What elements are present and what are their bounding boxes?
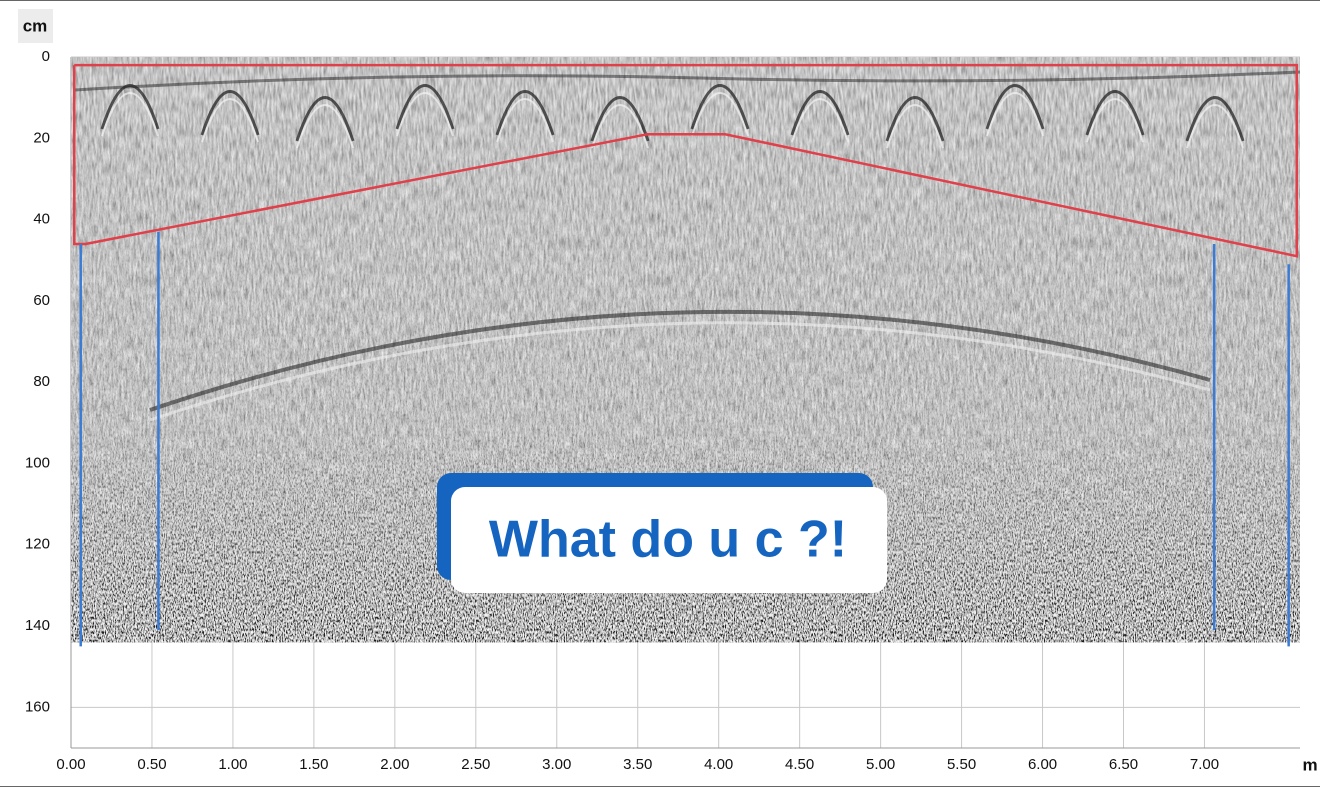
reflection — [101, 92, 159, 137]
reflection — [396, 92, 454, 137]
y-tick-label: 120 — [25, 536, 50, 553]
x-tick-label: 3.50 — [623, 756, 652, 773]
y-tick-label: 0 — [42, 48, 50, 65]
x-tick-label: 1.00 — [218, 756, 247, 773]
x-tick-label: 2.50 — [461, 756, 490, 773]
x-tick-label: 6.50 — [1109, 756, 1138, 773]
x-tick-label: 5.50 — [947, 756, 976, 773]
y-tick-label: 160 — [25, 698, 50, 715]
reflection — [1185, 96, 1245, 142]
x-axis-label: m — [1302, 755, 1317, 774]
callout-text: What do u c ?! — [489, 511, 847, 569]
reflection — [886, 104, 944, 149]
x-tick-label: 7.00 — [1190, 756, 1219, 773]
y-tick-label: 20 — [33, 129, 50, 146]
annotations — [72, 63, 1299, 647]
reflection — [201, 98, 259, 143]
reflection — [885, 96, 945, 142]
x-tick-label: 0.00 — [56, 756, 85, 773]
reflection — [590, 96, 650, 142]
x-tick-label: 1.50 — [299, 756, 328, 773]
reflection — [495, 90, 555, 136]
reflection — [985, 84, 1045, 130]
callout-box — [451, 487, 887, 593]
x-tick-label: 3.00 — [542, 756, 571, 773]
reflection — [496, 98, 554, 143]
y-tick-label: 40 — [33, 211, 50, 228]
outline — [72, 63, 1299, 258]
y-tick-label: 100 — [25, 454, 50, 471]
y-tick-label: 140 — [25, 617, 50, 634]
reflection — [591, 104, 649, 149]
reflection-band — [149, 309, 1211, 412]
reflection-band — [74, 70, 1301, 92]
x-tick-label: 2.00 — [380, 756, 409, 773]
x-tick-label: 6.00 — [1028, 756, 1057, 773]
x-tick-label: 4.00 — [704, 756, 733, 773]
reflection — [1186, 104, 1244, 149]
x-tick-label: 5.00 — [866, 756, 895, 773]
reflection — [296, 104, 354, 149]
reflection — [1086, 98, 1144, 143]
reflection-band — [149, 321, 1211, 422]
reflection — [791, 98, 849, 143]
reflection — [200, 90, 260, 136]
x-tick-label: 4.50 — [785, 756, 814, 773]
y-axis-label: cm — [23, 16, 48, 35]
callout: What do u c ?! — [437, 473, 887, 593]
reflection — [295, 96, 355, 142]
reflection — [790, 90, 850, 136]
reflection — [395, 84, 455, 130]
reflection — [690, 84, 750, 130]
reflection — [691, 92, 749, 137]
reflection — [986, 92, 1044, 137]
radargram-image — [71, 57, 1301, 643]
y-tick-label: 60 — [33, 292, 50, 309]
reflection — [1085, 90, 1145, 136]
y-unit-box — [18, 9, 53, 43]
y-tick-label: 80 — [33, 373, 50, 390]
x-tick-label: 0.50 — [137, 756, 166, 773]
